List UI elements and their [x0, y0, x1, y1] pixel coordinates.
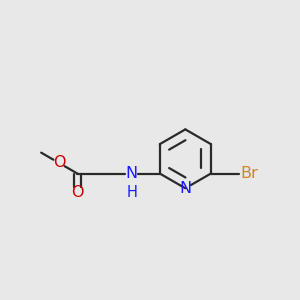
Text: Br: Br [240, 166, 258, 181]
Text: N: N [126, 166, 138, 181]
Text: O: O [71, 185, 84, 200]
Text: N: N [179, 181, 191, 196]
Text: H: H [126, 185, 137, 200]
Text: O: O [53, 155, 65, 170]
